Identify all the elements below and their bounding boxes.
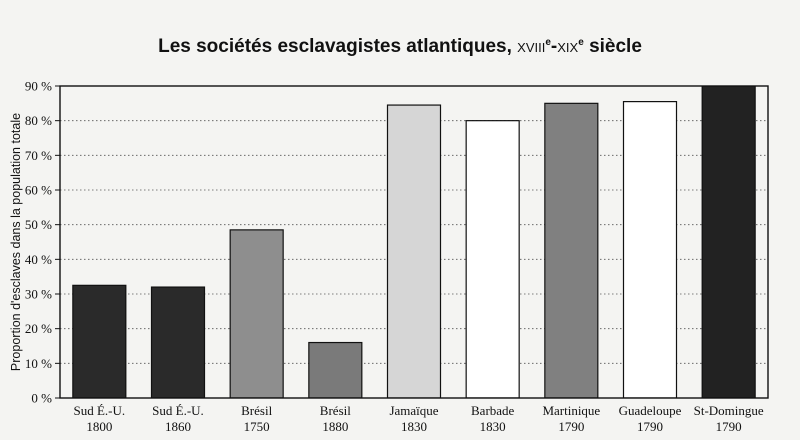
y-tick-label: 30 % (25, 287, 52, 302)
y-tick-label: 70 % (25, 148, 52, 163)
bars (72, 86, 756, 398)
x-category-year: 1860 (165, 419, 191, 434)
x-category-year: 1790 (558, 419, 584, 434)
bar (72, 284, 127, 398)
x-category-label: Brésil (241, 403, 272, 418)
x-category-label: Sud É.-U. (152, 403, 204, 418)
y-tick-label: 20 % (25, 321, 52, 336)
y-tick-label: 80 % (25, 113, 52, 128)
x-category-year: 1790 (637, 419, 663, 434)
bar (386, 104, 442, 398)
y-tick-label: 40 % (25, 252, 52, 267)
bar (701, 86, 756, 398)
chart-title: Les sociétés esclavagistes atlantiques, … (158, 36, 642, 57)
y-tick-label: 60 % (25, 183, 52, 198)
x-category-year: 1880 (322, 419, 348, 434)
bar (465, 120, 520, 398)
x-category-label: St-Domingue (694, 403, 764, 418)
y-axis-ticks: 0 % 10 % 20 % 30 % 40 % 50 % 60 % 70 % 80 % 90 % (25, 79, 60, 406)
bar (622, 100, 678, 398)
x-category-label: Brésil (320, 403, 351, 418)
y-tick-label: 50 % (25, 217, 52, 232)
x-category-label: Jamaïque (389, 403, 438, 418)
bar (544, 102, 599, 398)
bar (229, 229, 284, 398)
y-tick-label: 10 % (25, 356, 52, 371)
x-category-year: 1830 (480, 419, 506, 434)
x-category-label: Sud É.-U. (74, 403, 126, 418)
plot-frame (59, 85, 769, 399)
x-category-year: 1800 (86, 419, 112, 434)
bar (308, 341, 363, 398)
x-category-label: Barbade (471, 403, 515, 418)
x-category-label: Martinique (542, 403, 600, 418)
x-category-year: 1830 (401, 419, 427, 434)
x-category-year: 1790 (716, 419, 742, 434)
y-tick-label: 90 % (25, 79, 52, 94)
y-axis-label: Proportion d'esclaves dans la population… (9, 113, 23, 371)
y-tick-label: 0 % (31, 391, 52, 406)
x-category-label: Guadeloupe (619, 403, 682, 418)
x-category-year: 1750 (244, 419, 270, 434)
bar (150, 286, 206, 398)
